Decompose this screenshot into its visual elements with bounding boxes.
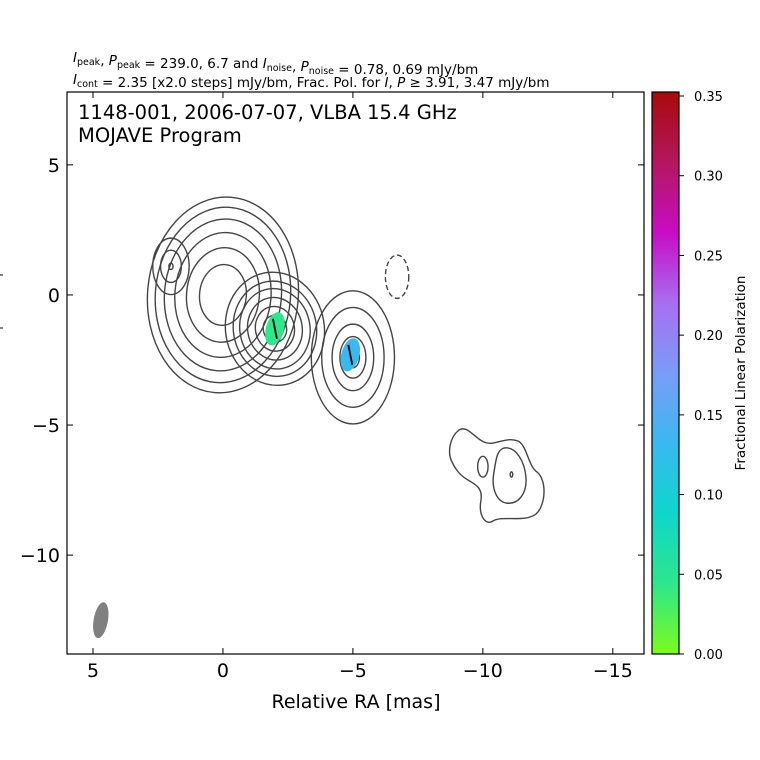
colorbar-tick-label: 0.25 bbox=[694, 249, 723, 264]
colorbar: 0.00 0.05 0.10 0.15 0.20 0.25 0.30 0.35 Fractio… bbox=[651, 90, 749, 663]
colorbar-gradient bbox=[651, 91, 680, 655]
plot-title-line-1: 1148-001, 2006-07-07, VLBA 15.4 GHz bbox=[78, 101, 457, 124]
beam-shape bbox=[93, 602, 109, 639]
middle-knot-contour bbox=[310, 290, 396, 425]
outer-jet-inner-contour bbox=[492, 447, 527, 504]
inner-knot-contour bbox=[238, 287, 311, 370]
contour-lines bbox=[146, 196, 514, 478]
y-axis-ticks: 5 0 −5 −10 bbox=[20, 155, 644, 567]
colorbar-tick-label: 0.10 bbox=[694, 489, 723, 504]
outer-jet-contours bbox=[448, 428, 545, 523]
colorbar-tick-label: 0.35 bbox=[694, 90, 723, 105]
core-contour bbox=[198, 263, 248, 327]
colorbar-ticks: 0.00 0.05 0.10 0.15 0.20 0.25 0.30 0.35 bbox=[679, 90, 723, 663]
inner-knot-contour bbox=[246, 296, 304, 361]
core-contour bbox=[174, 231, 272, 359]
y-tick-label: −5 bbox=[32, 415, 60, 437]
outer-knot-a-contour bbox=[476, 455, 489, 478]
header-contour-text: Icont = 2.35 [x2.0 steps] mJy/bm, Frac. … bbox=[73, 72, 550, 91]
north-blob-contour bbox=[152, 237, 190, 296]
plot-frame bbox=[66, 91, 645, 655]
middle-knot-contour bbox=[331, 323, 375, 392]
y-tick-label: 5 bbox=[48, 155, 60, 177]
colorbar-tick-label: 0.30 bbox=[694, 170, 723, 185]
plot-area bbox=[93, 196, 545, 639]
x-axis-ticks: 5 0 −5 −10 −15 bbox=[87, 92, 633, 682]
middle-knot-contour bbox=[321, 306, 385, 408]
x-tick-label: −15 bbox=[593, 660, 633, 682]
middle-knot-contour bbox=[339, 335, 367, 379]
plot-title-line-2: MOJAVE Program bbox=[78, 124, 242, 147]
evpa-vector bbox=[272, 318, 278, 339]
evpa-vector bbox=[347, 344, 354, 365]
colorbar-label: Fractional Linear Polarization bbox=[733, 276, 749, 471]
inner-knot-contour bbox=[254, 305, 296, 352]
y-tick-label: 0 bbox=[48, 285, 60, 307]
core-contour bbox=[163, 218, 283, 372]
inner-knot-contour bbox=[232, 280, 318, 378]
x-axis-label: Relative RA [mas] bbox=[271, 691, 440, 713]
x-tick-label: −5 bbox=[339, 660, 367, 682]
x-tick-label: 0 bbox=[217, 660, 229, 682]
outer-knot-b-contour bbox=[509, 471, 514, 478]
core-contour bbox=[185, 247, 261, 343]
north-blob-contour bbox=[168, 262, 174, 271]
core-contour bbox=[146, 196, 300, 394]
colorbar-tick-label: 0.00 bbox=[694, 648, 723, 663]
colorbar-tick-label: 0.20 bbox=[694, 329, 723, 344]
x-tick-label: −10 bbox=[463, 660, 503, 682]
y-tick-label: −10 bbox=[20, 545, 60, 567]
north-blob-contour bbox=[159, 249, 183, 284]
beam-ellipse bbox=[93, 602, 109, 639]
inner-knot-contour bbox=[224, 271, 326, 387]
colorbar-tick-label: 0.05 bbox=[694, 568, 723, 583]
colorbar-tick-label: 0.15 bbox=[694, 409, 723, 424]
header-peak-noise-text: Ipeak, Ppeak = 239.0, 6.7 and Inoise, Pn… bbox=[73, 50, 478, 78]
polarization-patches bbox=[265, 312, 361, 372]
x-tick-label: 5 bbox=[87, 660, 99, 682]
negative-blob-contour bbox=[384, 254, 410, 300]
core-contour bbox=[154, 206, 292, 384]
outer-jet-contour bbox=[448, 428, 545, 523]
